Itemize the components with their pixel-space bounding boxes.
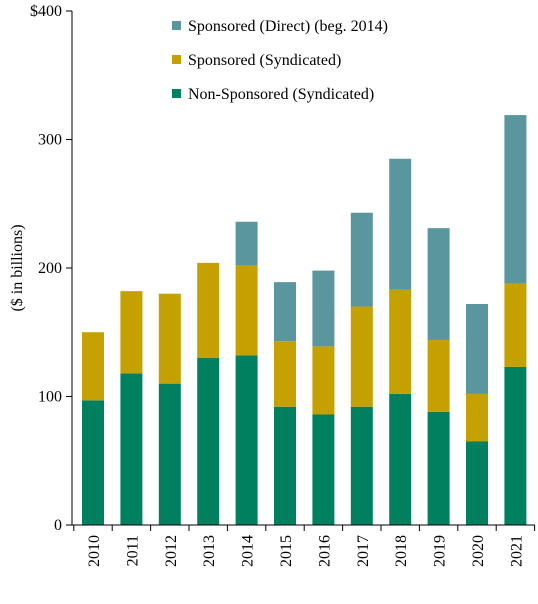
x-tick-label: 2011 [124,535,141,566]
y-tick-label: 100 [38,389,62,406]
bar-2015-series-0 [274,406,296,525]
y-axis-title: ($ in billions) [9,224,26,311]
bar-2014-series-1 [235,265,258,356]
bar-2014-series-0 [235,355,258,525]
bar-2012-series-0 [158,383,181,525]
bar-2012-series-1 [158,293,181,384]
bars-layer [82,115,527,525]
bar-2016-series-0 [312,414,335,525]
bar-2018-series-2 [389,158,412,290]
bar-2018-series-1 [389,289,412,394]
legend-label: Sponsored (Syndicated) [188,52,341,69]
y-ticks: 0 100 200 300 $400 [30,3,72,534]
bar-2017-series-0 [350,406,373,525]
bar-2016-series-2 [312,270,335,347]
x-tick-label: 2012 [163,535,180,567]
y-tick-label: $400 [30,3,62,20]
bar-2019-series-0 [427,411,450,525]
bar-2017-series-2 [350,212,373,307]
bar-2015-series-2 [274,282,296,342]
bar-2020-series-0 [466,441,488,525]
x-tick-label: 2016 [316,535,333,567]
legend-swatch [172,21,181,30]
legend-swatch [172,55,181,64]
x-tick-label: 2018 [393,535,410,567]
bar-2015-series-1 [274,341,296,407]
bar-2011-series-0 [120,373,143,525]
legend-label: Non-Sponsored (Syndicated) [188,86,374,103]
x-tick-label: 2014 [240,535,257,567]
bar-2021-series-1 [504,283,527,367]
bar-2013-series-1 [197,262,220,358]
bar-2014-series-2 [235,221,258,266]
bar-2019-series-2 [427,228,450,340]
x-ticks: 2010 2011 2012 2013 2014 2015 2016 2017 2018 2019… [73,525,536,567]
bar-2010-series-1 [82,332,104,401]
y-tick-label: 300 [38,132,62,149]
y-tick-label: 0 [54,517,62,534]
legend: Sponsored (Direct) (beg. 2014) Sponsored … [172,18,388,103]
bar-2010-series-0 [82,400,104,525]
x-tick-label: 2015 [278,535,295,567]
bar-2020-series-1 [466,393,488,442]
legend-swatch [172,89,181,98]
x-tick-label: 2020 [470,535,487,567]
bar-2021-series-2 [504,115,527,284]
bar-2016-series-1 [312,346,335,415]
legend-label: Sponsored (Direct) (beg. 2014) [188,18,388,35]
bar-2011-series-1 [120,291,143,374]
bar-2013-series-0 [197,357,220,525]
bar-2021-series-0 [504,366,527,525]
x-tick-label: 2010 [86,535,103,567]
x-tick-label: 2019 [432,535,449,567]
x-tick-label: 2017 [355,535,372,567]
bar-2019-series-1 [427,339,450,412]
bar-2020-series-2 [466,303,488,394]
bar-2017-series-1 [350,306,373,407]
x-tick-label: 2021 [508,535,525,567]
bar-2018-series-0 [389,393,412,525]
x-tick-label: 2013 [201,535,218,567]
y-tick-label: 200 [38,260,62,277]
